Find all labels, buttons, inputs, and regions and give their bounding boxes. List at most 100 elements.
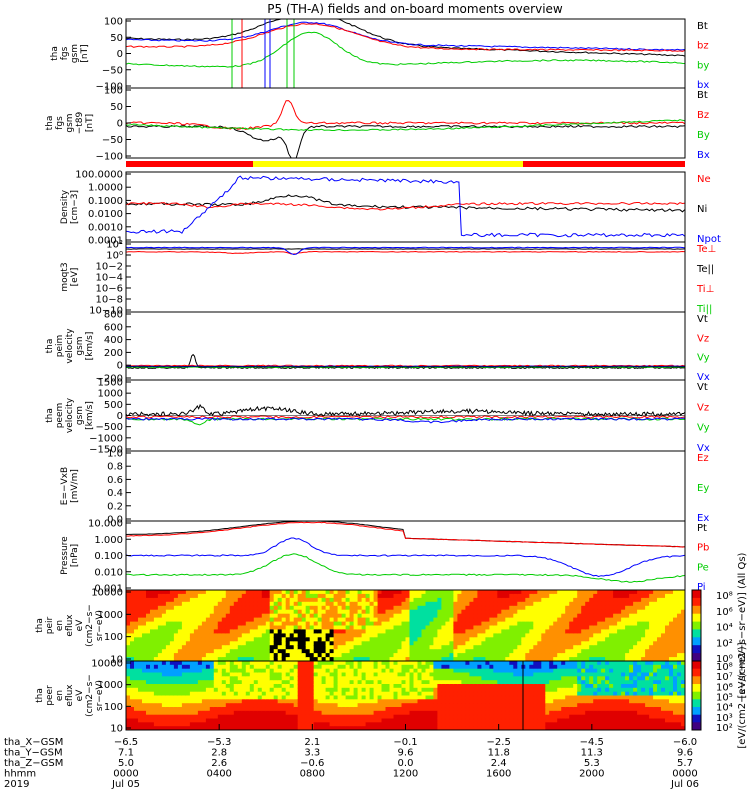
heatmap-cell	[569, 614, 574, 619]
heatmap-cell	[218, 629, 223, 634]
heatmap-cell	[326, 661, 331, 665]
heatmap-cell	[358, 653, 363, 658]
colorbar-swatch	[692, 614, 701, 622]
heatmap-cell	[374, 661, 379, 665]
heatmap-cell	[573, 606, 578, 611]
heatmap-cell	[537, 653, 542, 658]
heatmap-cell	[573, 696, 578, 700]
heatmap-cell	[250, 641, 255, 646]
heatmap-cell	[394, 699, 399, 703]
heatmap-cell	[485, 614, 490, 619]
heatmap-cell	[637, 594, 642, 599]
heatmap-cell	[270, 673, 275, 677]
heatmap-cell	[457, 637, 462, 642]
heatmap-cell	[230, 626, 235, 631]
heatmap-cell	[445, 699, 450, 703]
heatmap-cell	[278, 602, 283, 607]
heatmap-cell	[533, 622, 538, 627]
heatmap-cell	[477, 680, 482, 684]
heatmap-cell	[146, 699, 151, 703]
heatmap-cell	[310, 669, 315, 673]
heatmap-cell	[541, 633, 546, 638]
heatmap-cell	[374, 633, 379, 638]
heatmap-cell	[238, 707, 243, 711]
heatmap-cell	[174, 598, 179, 603]
heatmap-cell	[190, 594, 195, 599]
heatmap-cell	[485, 665, 490, 669]
heatmap-cell	[138, 594, 143, 599]
heatmap-cell	[198, 606, 203, 611]
tick-label: 800	[104, 310, 123, 321]
y-axis-label: [nT]	[85, 114, 95, 132]
heatmap-cell	[665, 633, 670, 638]
heatmap-cell	[418, 598, 423, 603]
heatmap-cell	[290, 684, 295, 688]
tick-label: 10⁰	[106, 251, 123, 262]
heatmap-cell	[294, 610, 299, 615]
heatmap-cell	[262, 641, 267, 646]
heatmap-cell	[521, 614, 526, 619]
heatmap-cell	[457, 645, 462, 650]
heatmap-cell	[553, 699, 558, 703]
heatmap-cell	[262, 598, 267, 603]
heatmap-cell	[657, 645, 662, 650]
heatmap-cell	[358, 711, 363, 715]
heatmap-cell	[481, 665, 486, 669]
heatmap-cell	[330, 673, 335, 677]
heatmap-cell	[418, 665, 423, 669]
heatmap-cell	[306, 622, 311, 627]
heatmap-cell	[569, 649, 574, 654]
heatmap-cell	[525, 665, 530, 669]
heatmap-cell	[182, 711, 187, 715]
heatmap-cell	[433, 645, 438, 650]
heatmap-cell	[633, 598, 638, 603]
heatmap-cell	[314, 629, 319, 634]
heatmap-cell	[254, 614, 259, 619]
heatmap-cell	[645, 594, 650, 599]
heatmap-cell	[469, 598, 474, 603]
heatmap-cell	[497, 618, 502, 623]
heatmap-cell	[418, 641, 423, 646]
heatmap-cell	[166, 645, 171, 650]
heatmap-cell	[278, 614, 283, 619]
heatmap-cell	[426, 722, 431, 726]
heatmap-cell	[445, 629, 450, 634]
heatmap-cell	[190, 673, 195, 677]
heatmap-cell	[358, 606, 363, 611]
heatmap-cell	[126, 629, 131, 634]
heatmap-cell	[342, 680, 347, 684]
heatmap-cell	[254, 653, 259, 658]
heatmap-cell	[382, 680, 387, 684]
heatmap-cell	[589, 622, 594, 627]
heatmap-cell	[238, 703, 243, 707]
heatmap-cell	[370, 633, 375, 638]
heatmap-cell	[469, 606, 474, 611]
heatmap-cell	[366, 719, 371, 723]
heatmap-cell	[601, 598, 606, 603]
heatmap-cell	[601, 649, 606, 654]
heatmap-cell	[521, 684, 526, 688]
heatmap-cell	[370, 665, 375, 669]
heatmap-cell	[449, 590, 454, 595]
heatmap-cell	[649, 637, 654, 642]
heatmap-cell	[485, 661, 490, 665]
heatmap-cell	[605, 653, 610, 658]
heatmap-cell	[493, 719, 498, 723]
heatmap-cell	[326, 633, 331, 638]
heatmap-cell	[158, 703, 163, 707]
heatmap-cell	[138, 676, 143, 680]
heatmap-cell	[593, 680, 598, 684]
heatmap-cell	[677, 653, 682, 658]
heatmap-cell	[254, 618, 259, 623]
heatmap-cell	[234, 614, 239, 619]
heatmap-cell	[370, 692, 375, 696]
heatmap-cell	[398, 590, 403, 595]
heatmap-cell	[298, 618, 303, 623]
heatmap-cell	[402, 645, 407, 650]
heatmap-cell	[394, 637, 399, 642]
heatmap-cell	[465, 699, 470, 703]
heatmap-cell	[601, 707, 606, 711]
legend-entry: Bt	[697, 90, 708, 101]
heatmap-cell	[330, 602, 335, 607]
